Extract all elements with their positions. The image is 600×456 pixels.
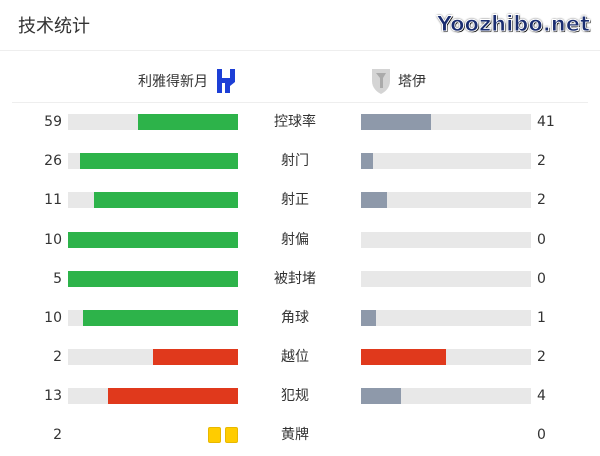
away-value: 0 [537,231,546,248]
home-bar [68,388,238,405]
home-bar-fill [94,192,238,209]
stat-row: 26 射门 2 [0,151,600,171]
home-bar-fill [83,310,238,326]
home-value: 2 [53,349,62,366]
away-bar-fill [361,114,431,130]
home-bar [68,270,238,287]
home-value: 13 [44,388,62,405]
home-bar-fill [68,270,238,287]
stat-label: 越位 [281,349,309,366]
home-value: 10 [44,231,62,248]
stat-row-yellow-cards: 2 黄牌 0 [0,425,600,445]
home-value: 5 [53,270,62,287]
home-yellow-cards [208,427,238,443]
away-bar-fill [361,192,388,209]
home-team[interactable]: 利雅得新月 [138,66,238,96]
away-bar-fill [361,310,377,326]
away-value: 1 [537,310,546,326]
home-bar-fill [107,388,238,405]
away-bar-fill [361,388,401,405]
stat-row: 2 越位 2 [0,347,600,367]
stat-label: 射门 [281,153,309,170]
away-bar [361,388,531,405]
home-bar-fill [153,349,238,366]
home-bar [68,153,238,170]
home-value: 59 [44,114,62,130]
stat-row: 13 犯规 4 [0,386,600,406]
stat-row: 11 射正 2 [0,190,600,210]
stat-row: 5 被封堵 0 [0,269,600,289]
home-team-name: 利雅得新月 [138,74,208,90]
stat-label: 黄牌 [281,427,309,443]
stat-label: 射偏 [281,231,309,248]
away-bar [361,114,531,130]
away-bar-fill [361,349,446,366]
away-bar [361,270,531,287]
stat-label: 控球率 [274,114,316,130]
stat-label: 角球 [281,310,309,326]
away-team-name: 塔伊 [398,74,426,90]
away-bar [361,192,531,209]
away-value: 41 [537,114,555,130]
home-bar [68,231,238,248]
home-bar [68,349,238,366]
stat-row: 10 射偏 0 [0,230,600,250]
home-value: 11 [44,192,62,209]
page-title: 技术统计 [18,16,90,37]
team-header: 利雅得新月 塔伊 [0,60,600,94]
al-hilal-logo-icon [217,69,235,93]
away-bar [361,310,531,326]
away-value: 4 [537,388,546,405]
home-value: 10 [44,310,62,326]
stat-label: 被封堵 [274,270,316,287]
stat-label: 射正 [281,192,309,209]
home-bar-fill [137,114,238,130]
yellow-card-icon [225,427,238,443]
al-taee-logo-icon [372,69,390,94]
divider [12,102,588,103]
away-value: 0 [537,427,546,443]
stat-row: 10 角球 1 [0,308,600,328]
away-value: 0 [537,270,546,287]
home-bar [68,114,238,130]
home-bar [68,310,238,326]
away-value: 2 [537,153,546,170]
watermark: Yoozhibo.net [436,12,590,37]
away-bar-fill [361,153,374,170]
stat-row: 59 控球率 41 [0,112,600,132]
away-team[interactable]: 塔伊 [370,66,426,96]
home-bar [68,192,238,209]
home-bar-fill [68,231,238,248]
stat-label: 犯规 [281,388,309,405]
home-value: 26 [44,153,62,170]
away-value: 2 [537,192,546,209]
away-value: 2 [537,349,546,366]
away-bar [361,231,531,248]
away-bar [361,153,531,170]
yellow-card-icon [208,427,221,443]
home-value: 2 [53,427,62,443]
away-bar [361,349,531,366]
divider [0,50,600,51]
home-bar-fill [80,153,238,170]
